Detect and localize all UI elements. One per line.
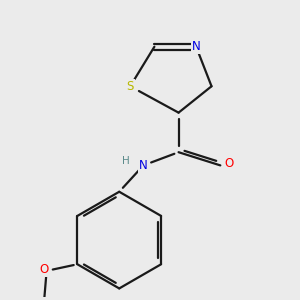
Text: N: N — [192, 40, 200, 53]
Text: O: O — [40, 263, 49, 277]
Text: O: O — [224, 157, 234, 170]
Text: S: S — [127, 80, 134, 93]
Text: H: H — [122, 156, 130, 166]
Text: N: N — [139, 159, 148, 172]
